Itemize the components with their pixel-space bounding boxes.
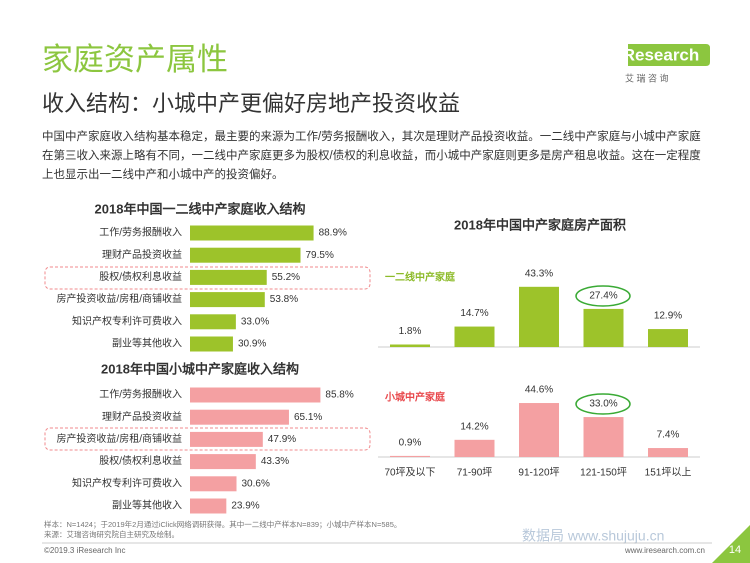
watermark: 数据局 www.shujuju.cn — [522, 528, 664, 544]
value-label: 23.9% — [231, 501, 259, 512]
logo-shape — [628, 44, 710, 66]
value-label: 65.1% — [294, 412, 322, 423]
series-label: 小城中产家庭 — [384, 391, 446, 404]
intro-text: 中国中产家庭收入结构基本稳定，最主要的来源为工作/劳务报酬收入，其次是理财产品投… — [42, 131, 701, 181]
bar — [390, 455, 430, 457]
value-label: 27.4% — [589, 291, 617, 302]
category-label: 理财产品投资收益 — [102, 248, 182, 261]
category-label: 工作/劳务报酬收入 — [99, 388, 182, 401]
bar — [454, 439, 495, 457]
value-label: 0.9% — [399, 438, 422, 449]
bar — [190, 498, 227, 514]
value-label: 53.8% — [270, 294, 298, 305]
bar — [583, 417, 624, 457]
bar — [190, 314, 236, 330]
bar — [519, 286, 559, 347]
category-label: 71-90坪 — [457, 466, 493, 479]
bar — [190, 387, 321, 403]
value-label: 7.4% — [657, 430, 680, 441]
category-label: 工作/劳务报酬收入 — [99, 226, 182, 239]
bar — [190, 292, 265, 308]
highlight-box — [44, 427, 371, 451]
logo: iResearch — [618, 45, 699, 64]
value-label: 47.9% — [268, 434, 296, 445]
category-label: 副业等其他收入 — [112, 337, 182, 350]
category-label: 91-120坪 — [518, 466, 559, 479]
bar — [519, 403, 559, 457]
category-label: 房产投资收益/房租/商铺收益 — [56, 432, 182, 445]
value-label: 79.5% — [306, 250, 334, 261]
page-number: 14 — [729, 544, 741, 556]
logo-sub: 艾 瑞 咨 询 — [625, 72, 669, 83]
note: 样本：N=1424；于2019年2月通过iClick网络调研获得。其中一二线中产… — [44, 519, 401, 529]
bar — [190, 336, 233, 352]
highlight-box — [44, 266, 371, 290]
value-label: 30.9% — [238, 339, 266, 350]
category-label: 151坪以上 — [645, 466, 692, 479]
category-label: 知识产权专利许可费收入 — [72, 314, 182, 327]
corner-mark — [712, 525, 750, 563]
category-label: 知识产权专利许可费收入 — [72, 476, 182, 489]
bar — [190, 409, 289, 425]
value-label: 1.8% — [399, 326, 422, 337]
bar — [190, 476, 237, 492]
series-label: 一二线中产家庭 — [385, 271, 456, 284]
value-label: 88.9% — [319, 228, 347, 239]
value-label: 44.6% — [525, 385, 553, 396]
value-label: 14.7% — [460, 308, 488, 319]
value-label: 33.0% — [589, 399, 617, 410]
value-label: 12.9% — [654, 311, 682, 322]
value-label: 85.8% — [325, 390, 353, 401]
footer-url: www.iresearch.com.cn — [624, 546, 705, 555]
category-label: 70坪及以下 — [384, 466, 435, 479]
bar — [190, 454, 256, 470]
copyright: ©2019.3 iResearch Inc — [44, 546, 126, 555]
bar — [190, 269, 267, 285]
bar — [190, 225, 314, 241]
chart-title: 2018年中国一二线中产家庭收入结构 — [95, 201, 306, 216]
bar — [583, 308, 624, 347]
category-label: 121-150坪 — [580, 466, 627, 479]
value-label: 43.3% — [261, 456, 289, 467]
category-label: 股权/债权利息收益 — [99, 270, 182, 283]
value-label: 33.0% — [241, 316, 269, 327]
value-label: 55.2% — [272, 272, 300, 283]
chart-title: 2018年中国中产家庭房产面积 — [454, 217, 626, 232]
bar — [190, 431, 263, 447]
category-label: 理财产品投资收益 — [102, 410, 182, 423]
note: 来源：艾瑞咨询研究院自主研究及绘制。 — [44, 529, 179, 539]
category-label: 股权/债权利息收益 — [99, 454, 182, 467]
category-label: 副业等其他收入 — [112, 499, 182, 512]
bar — [648, 448, 688, 457]
bar — [190, 247, 301, 263]
bar — [454, 326, 495, 347]
slide-subtitle: 收入结构：小城中产更偏好房地产投资收益 — [42, 91, 460, 116]
chart-title: 2018年中国小城中产家庭收入结构 — [101, 361, 299, 376]
bar — [648, 329, 688, 347]
highlight-ellipse — [575, 393, 631, 415]
value-label: 43.3% — [525, 268, 553, 279]
slide-title: 家庭资产属性 — [42, 42, 228, 77]
highlight-ellipse — [575, 285, 631, 307]
category-label: 房产投资收益/房租/商铺收益 — [56, 292, 182, 305]
bar — [390, 344, 430, 347]
value-label: 30.6% — [242, 478, 270, 489]
value-label: 14.2% — [460, 421, 488, 432]
